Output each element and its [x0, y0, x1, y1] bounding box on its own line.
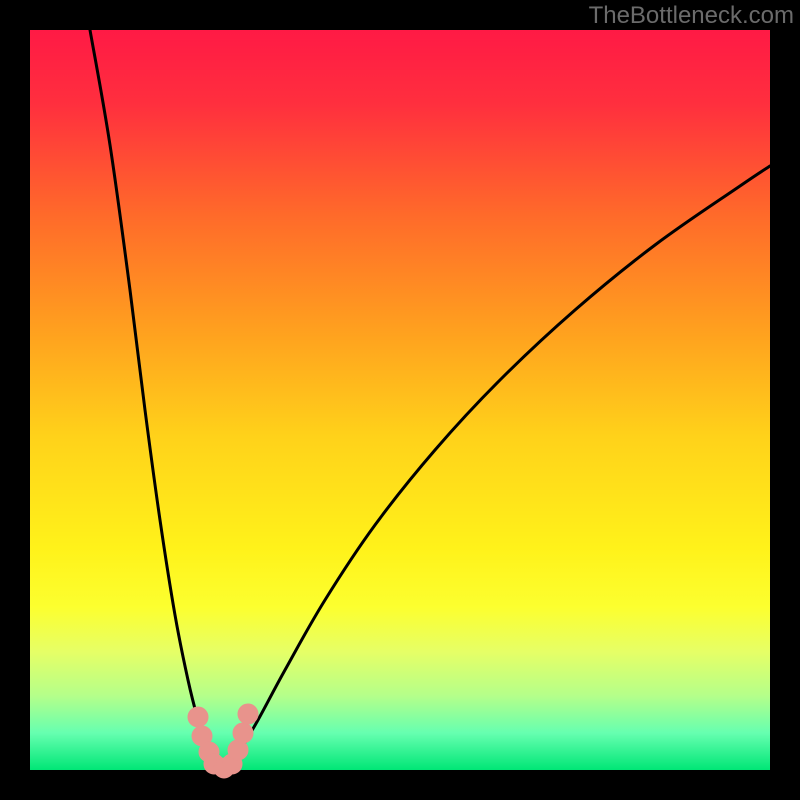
canvas-root: TheBottleneck.com [0, 0, 800, 800]
plot-area [30, 30, 770, 770]
curve-right-branch [222, 166, 770, 770]
marker-point [233, 723, 253, 743]
curve-left-branch [90, 30, 222, 770]
marker-point [238, 704, 258, 724]
watermark-text: TheBottleneck.com [589, 2, 794, 30]
marker-cluster [188, 704, 258, 778]
marker-point [188, 707, 208, 727]
curve-layer [30, 30, 770, 770]
